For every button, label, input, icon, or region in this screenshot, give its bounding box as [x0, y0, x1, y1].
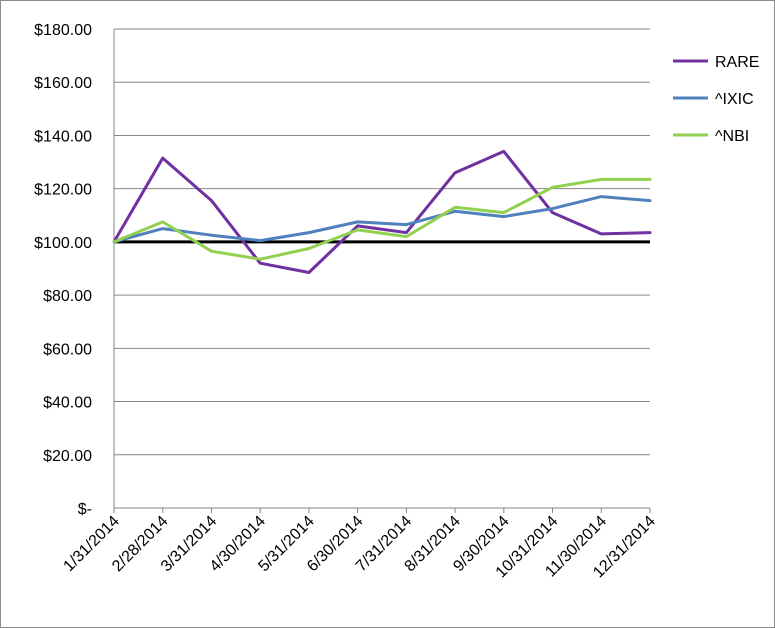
gridlines: [114, 28, 650, 456]
series-line-rare: [112, 149, 652, 274]
series-line-nbi: [112, 177, 652, 261]
y-tick-label: $100.00: [34, 235, 92, 252]
y-tick-label: $40.00: [43, 395, 92, 412]
legend-label-rare: RARE: [715, 54, 759, 71]
y-tick-label: $160.00: [34, 75, 92, 92]
axes: [113, 29, 651, 513]
y-tick-label: $20.00: [43, 448, 92, 465]
y-tick-label: $140.00: [34, 128, 92, 145]
legend-label-ixic: ^IXIC: [715, 91, 754, 108]
series-line-ixic: [112, 195, 652, 244]
y-tick-label: $-: [78, 501, 92, 518]
y-tick-label: $80.00: [43, 288, 92, 305]
legend-label-nbi: ^NBI: [715, 128, 749, 145]
y-tick-label: $60.00: [43, 341, 92, 358]
y-tick-label: $120.00: [34, 182, 92, 199]
y-tick-label: $180.00: [34, 22, 92, 39]
x-tick-labels: 1/31/20142/28/20143/31/20144/30/20145/31…: [60, 513, 658, 582]
series-lines: [112, 149, 652, 274]
y-tick-labels: $- $20.00 $40.00 $60.00 $80.00 $100.00 $120.00…: [34, 22, 92, 518]
legend: RARE ^IXIC ^NBI: [673, 54, 759, 145]
